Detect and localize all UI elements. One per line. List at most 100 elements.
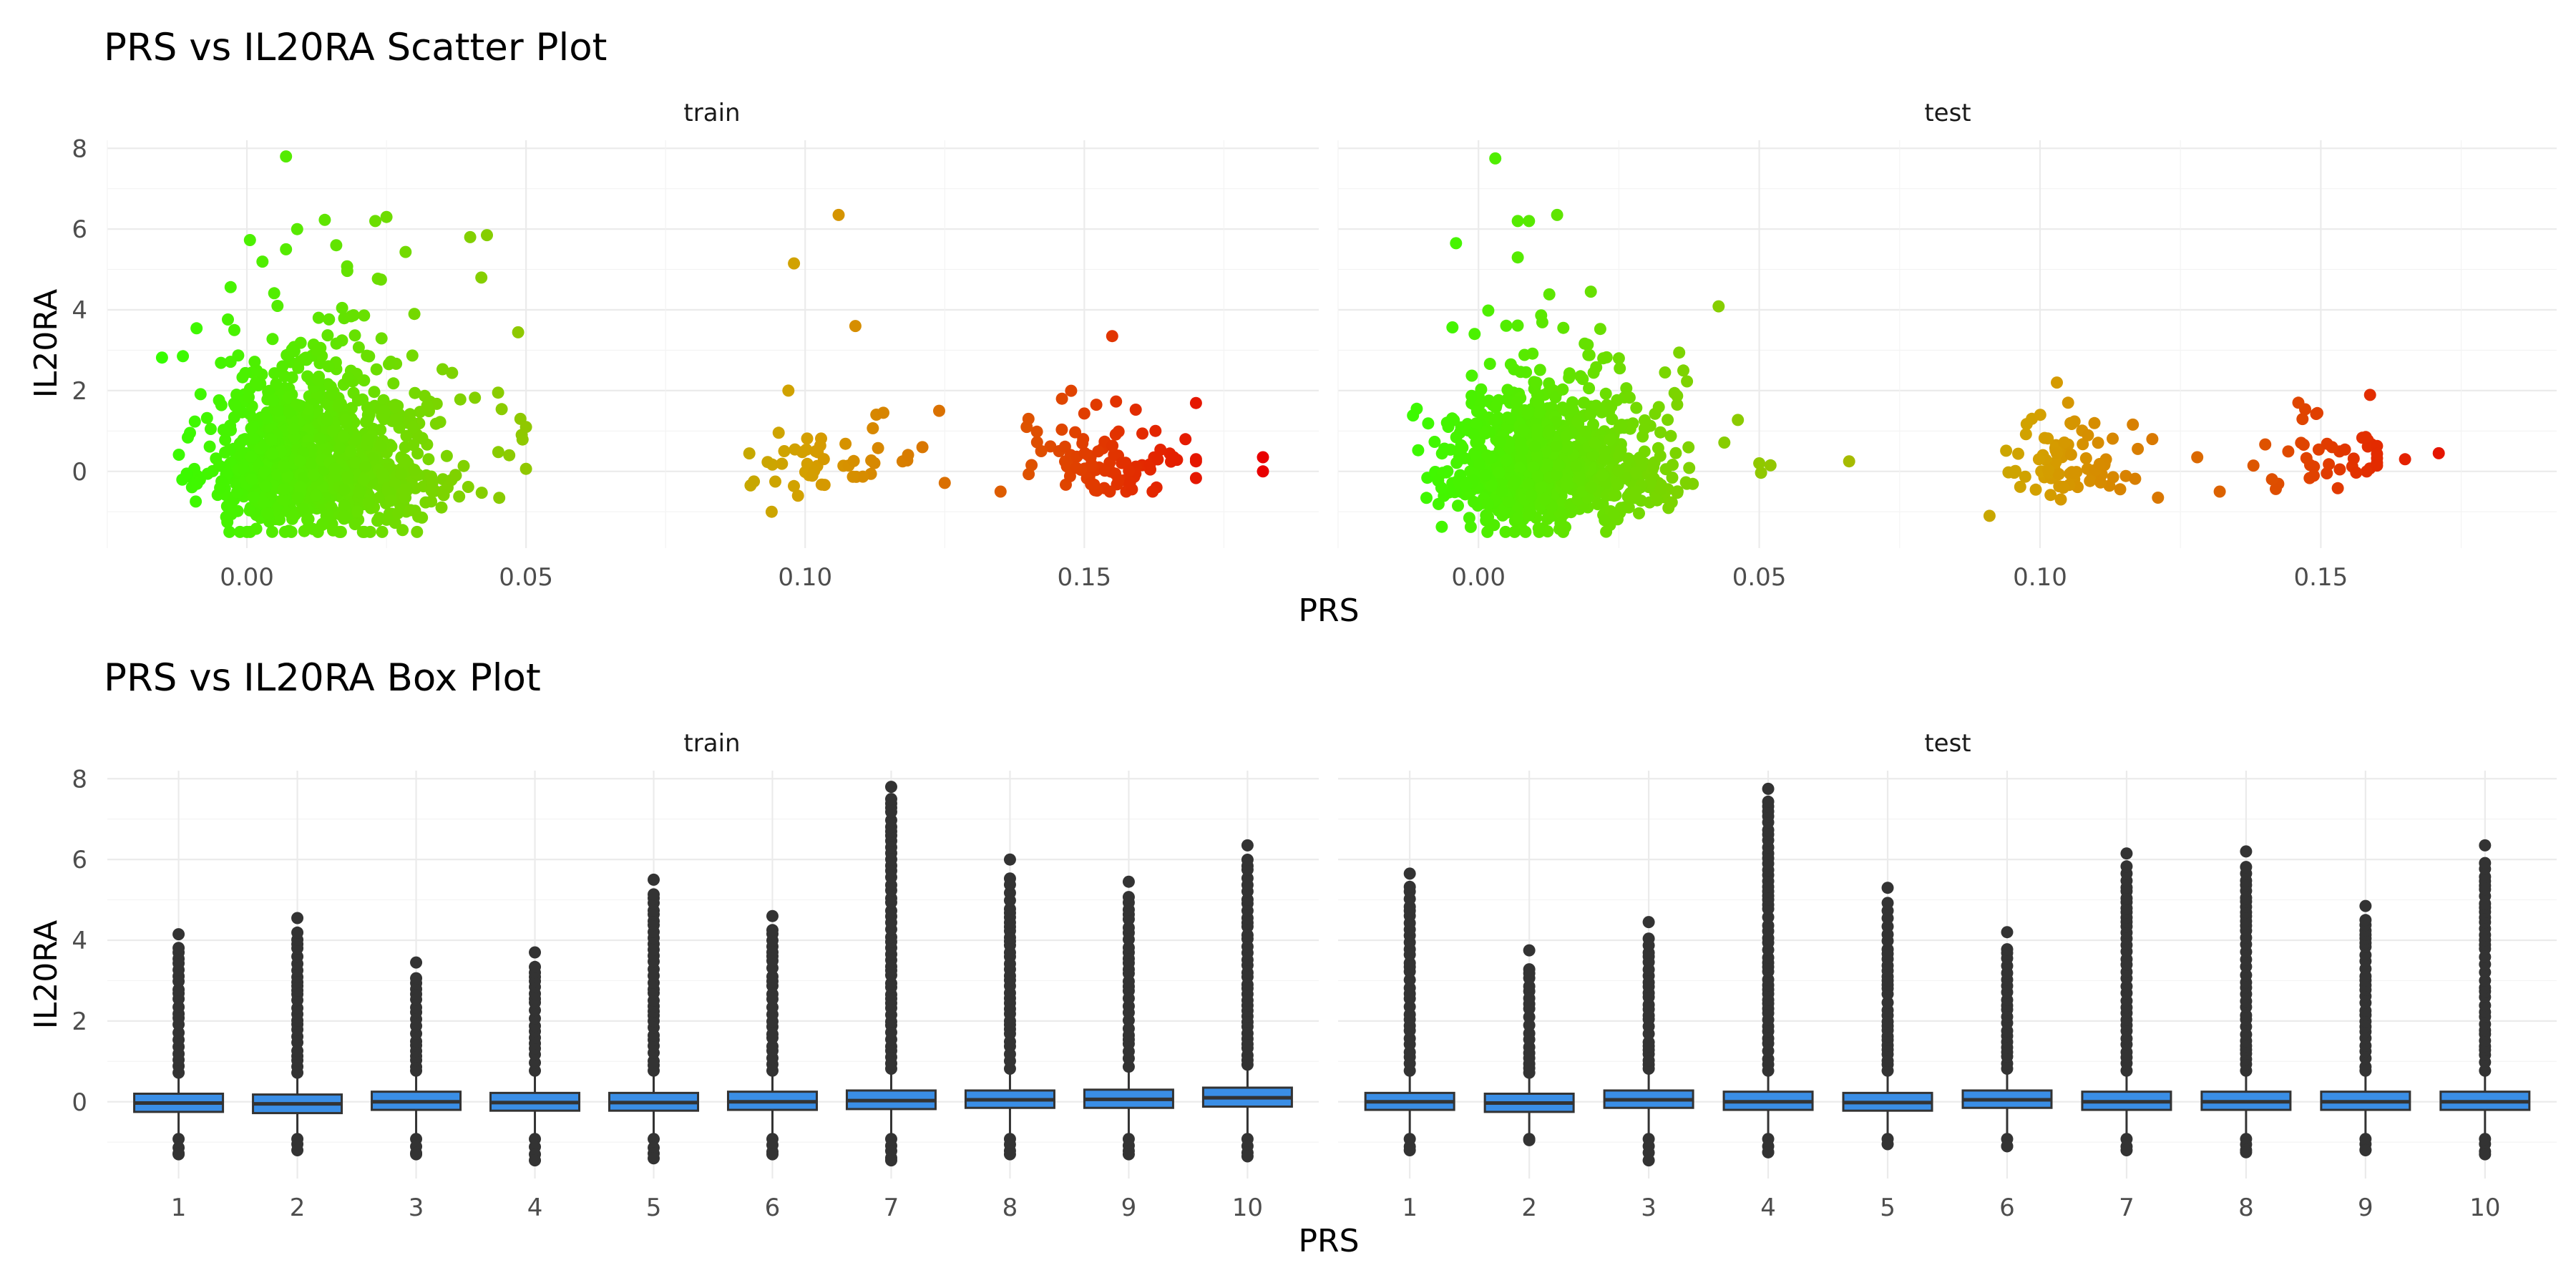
scatter-point xyxy=(1035,445,1048,457)
scatter-point xyxy=(1450,457,1463,469)
scatter-point xyxy=(2359,431,2372,444)
scatter-point xyxy=(1189,455,1202,468)
scatter-point xyxy=(1557,321,1570,334)
scatter-point xyxy=(492,446,504,459)
y-tick-label: 2 xyxy=(72,1008,87,1036)
scatter-point xyxy=(1531,389,1543,401)
scatter-point xyxy=(1522,477,1535,490)
scatter-point xyxy=(1578,396,1591,409)
scatter-point xyxy=(277,494,290,507)
scatter-point xyxy=(1543,377,1556,390)
scatter-point xyxy=(1475,383,1488,396)
scatter-point xyxy=(2129,472,2142,485)
scatter-point xyxy=(1516,443,1529,456)
box-train-x-ticks: 1 2 3 4 5 6 7 8 9 10 xyxy=(171,1194,1263,1222)
box-outlier xyxy=(410,972,423,985)
scatter-point xyxy=(1030,425,1043,438)
x-tick-label: 0.10 xyxy=(2013,563,2067,592)
scatter-point xyxy=(1594,323,1606,336)
scatter-point xyxy=(422,453,435,466)
scatter-point xyxy=(817,453,830,466)
scatter-point xyxy=(348,518,361,530)
scatter-point xyxy=(1511,319,1524,332)
scatter-point xyxy=(1493,466,1506,479)
scatter-point xyxy=(2065,418,2078,430)
scatter-point xyxy=(1606,413,1619,426)
scatter-point xyxy=(1583,382,1596,395)
scatter-point xyxy=(1662,414,1674,426)
scatter-point xyxy=(1513,462,1526,474)
scatter-point xyxy=(2371,447,2384,460)
scatter-point xyxy=(1590,361,1603,374)
scatter-point xyxy=(378,413,391,426)
x-tick-label: 0.00 xyxy=(220,563,274,592)
scatter-point xyxy=(310,489,323,502)
x-tick-label: 6 xyxy=(765,1194,781,1222)
scatter-point xyxy=(1446,321,1459,333)
box-outlier xyxy=(1241,872,1254,884)
box-outlier xyxy=(2240,861,2253,874)
scatter-point xyxy=(1470,405,1483,418)
scatter-point xyxy=(290,399,303,411)
scatter-point xyxy=(1531,470,1544,483)
box-outlier xyxy=(1122,921,1135,934)
scatter-point xyxy=(356,525,369,538)
box-outlier xyxy=(1523,963,1536,976)
scatter-point xyxy=(1465,389,1478,402)
scatter-point xyxy=(818,479,831,492)
box-outlier xyxy=(410,1148,423,1161)
box-outlier xyxy=(291,1144,304,1156)
scatter-train-points xyxy=(155,150,1269,538)
scatter-point xyxy=(877,406,889,419)
scatter-point xyxy=(368,386,381,399)
scatter-point xyxy=(1612,352,1625,365)
scatter-point xyxy=(328,462,341,475)
scatter-point xyxy=(260,480,273,493)
scatter-point xyxy=(271,300,284,312)
scatter-point xyxy=(278,460,291,473)
box-9 xyxy=(2320,899,2411,1156)
box-outlier xyxy=(172,1148,185,1161)
scatter-point xyxy=(243,391,255,404)
scatter-point xyxy=(1533,364,1546,376)
box-outlier xyxy=(1122,1148,1135,1161)
scatter-plot-title: PRS vs IL20RA Scatter Plot xyxy=(104,26,607,69)
scatter-point xyxy=(1464,520,1477,533)
box-7 xyxy=(2081,847,2172,1156)
scatter-point xyxy=(1511,251,1524,264)
scatter-point xyxy=(1551,208,1563,221)
y-tick-label: 4 xyxy=(72,296,87,325)
scatter-point xyxy=(1571,415,1584,428)
scatter-point xyxy=(1504,358,1517,371)
scatter-point xyxy=(399,245,412,258)
scatter-point xyxy=(256,255,269,268)
scatter-y-axis-title: IL20RA xyxy=(28,289,64,398)
scatter-point xyxy=(849,320,862,333)
x-tick-label: 0.15 xyxy=(2294,563,2348,592)
box-10 xyxy=(1201,839,1293,1163)
scatter-point xyxy=(2079,452,2092,464)
scatter-point xyxy=(1503,495,1516,508)
scatter-point xyxy=(1563,367,1576,380)
scatter-point xyxy=(1679,476,1692,489)
scatter-point xyxy=(1664,429,1677,442)
scatter-point xyxy=(1481,525,1494,538)
scatter-point xyxy=(190,322,203,335)
scatter-point xyxy=(1511,396,1523,409)
scatter-point xyxy=(1608,489,1621,502)
scatter-point xyxy=(270,377,283,390)
scatter-point xyxy=(801,432,814,445)
x-tick-label: 5 xyxy=(1880,1194,1896,1222)
scatter-point xyxy=(1482,304,1495,317)
scatter-point xyxy=(1523,509,1536,522)
box-test-gridlines xyxy=(1338,771,2557,1179)
scatter-point xyxy=(1732,414,1745,426)
scatter-point xyxy=(239,366,252,379)
scatter-point xyxy=(503,449,516,462)
x-tick-label: 8 xyxy=(2238,1194,2254,1222)
scatter-point xyxy=(857,470,869,483)
box-outlier xyxy=(1642,916,1655,929)
scatter-point xyxy=(361,433,374,446)
scatter-point xyxy=(2247,459,2260,472)
box-outlier xyxy=(529,946,542,959)
